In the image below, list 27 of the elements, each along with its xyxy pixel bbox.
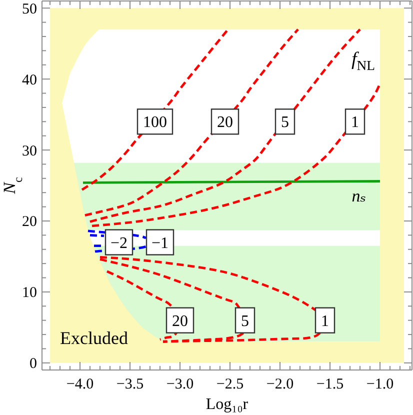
annotation: −1 — [151, 234, 169, 252]
annotation: −2 — [110, 234, 128, 252]
x-tick-label: −3.0 — [166, 376, 194, 393]
x-tick-label: −4.0 — [66, 376, 94, 393]
annotation: f$_{NL}$ — [351, 49, 375, 75]
y-tick-label: 20 — [22, 214, 37, 230]
annotation: 20 — [172, 312, 188, 330]
series-label: Excluded — [60, 328, 128, 348]
y-tick-label: 10 — [22, 285, 37, 302]
annotation: 100 — [143, 114, 167, 132]
x-tick-label: −1.5 — [316, 376, 344, 393]
x-tick-label: −1.0 — [366, 376, 394, 393]
line-series — [84, 28, 300, 217]
y-tick-label: 0 — [30, 356, 37, 372]
x-tick-label: −2.0 — [266, 376, 294, 393]
annotation: 20 — [217, 114, 233, 132]
annotation: 5 — [281, 114, 289, 132]
y-tick-label: 30 — [22, 143, 37, 160]
annotation: 1 — [321, 312, 329, 330]
y-tick-label: 40 — [22, 72, 37, 88]
x-tick-label: −3.5 — [116, 376, 144, 393]
annotation: 5 — [241, 312, 249, 330]
annotation: 1 — [351, 114, 359, 132]
x-tick-label: −2.5 — [216, 376, 244, 393]
y-tick-label: 50 — [22, 1, 37, 18]
x-axis-title: Log₁₀r — [206, 396, 249, 413]
band-label: nₛ — [352, 186, 366, 206]
